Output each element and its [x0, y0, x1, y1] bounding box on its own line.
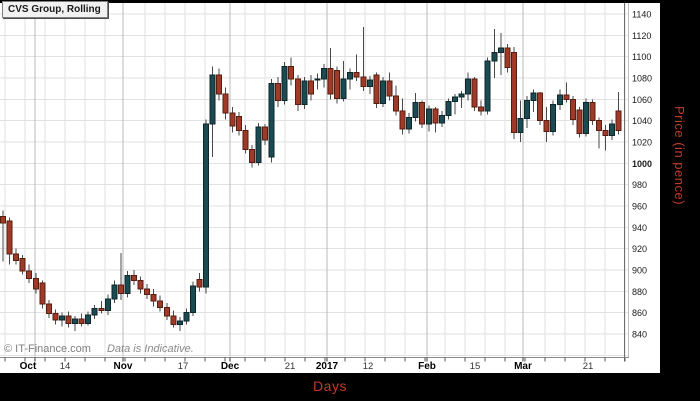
svg-text:1020: 1020 [632, 138, 652, 148]
svg-text:Nov: Nov [114, 361, 133, 372]
y-axis-title: Price (in pence) [672, 106, 687, 206]
svg-text:920: 920 [632, 244, 647, 254]
svg-text:Oct: Oct [20, 361, 37, 372]
svg-text:960: 960 [632, 202, 647, 212]
series-title: CVS Group, Rolling [8, 4, 101, 15]
svg-text:Dec: Dec [221, 361, 240, 372]
svg-text:840: 840 [632, 330, 647, 340]
svg-text:860: 860 [632, 308, 647, 318]
svg-text:1100: 1100 [632, 52, 651, 62]
svg-text:14: 14 [60, 361, 71, 372]
svg-text:980: 980 [632, 180, 647, 190]
svg-text:1140: 1140 [632, 10, 651, 20]
svg-text:21: 21 [285, 361, 296, 372]
svg-text:940: 940 [632, 223, 647, 233]
svg-text:1060: 1060 [632, 95, 652, 105]
series-title-box: CVS Group, Rolling [2, 1, 108, 18]
svg-text:21: 21 [583, 361, 594, 372]
x-axis-title: Days [313, 378, 347, 394]
svg-text:1120: 1120 [632, 31, 651, 41]
svg-text:900: 900 [632, 266, 647, 276]
svg-text:2017: 2017 [316, 361, 339, 372]
svg-text:880: 880 [632, 287, 647, 297]
svg-text:Mar: Mar [514, 361, 532, 372]
watermark-disclaimer: Data is Indicative. [106, 343, 194, 355]
watermark-copyright: © IT-Finance.com [4, 343, 91, 355]
svg-text:1040: 1040 [632, 116, 652, 126]
svg-text:Feb: Feb [418, 361, 436, 372]
svg-text:1080: 1080 [632, 74, 652, 84]
svg-text:1000: 1000 [632, 159, 652, 169]
svg-text:15: 15 [470, 361, 481, 372]
svg-text:12: 12 [363, 361, 374, 372]
watermark: © IT-Finance.com Data is Indicative. [4, 343, 194, 355]
svg-text:17: 17 [178, 361, 189, 372]
